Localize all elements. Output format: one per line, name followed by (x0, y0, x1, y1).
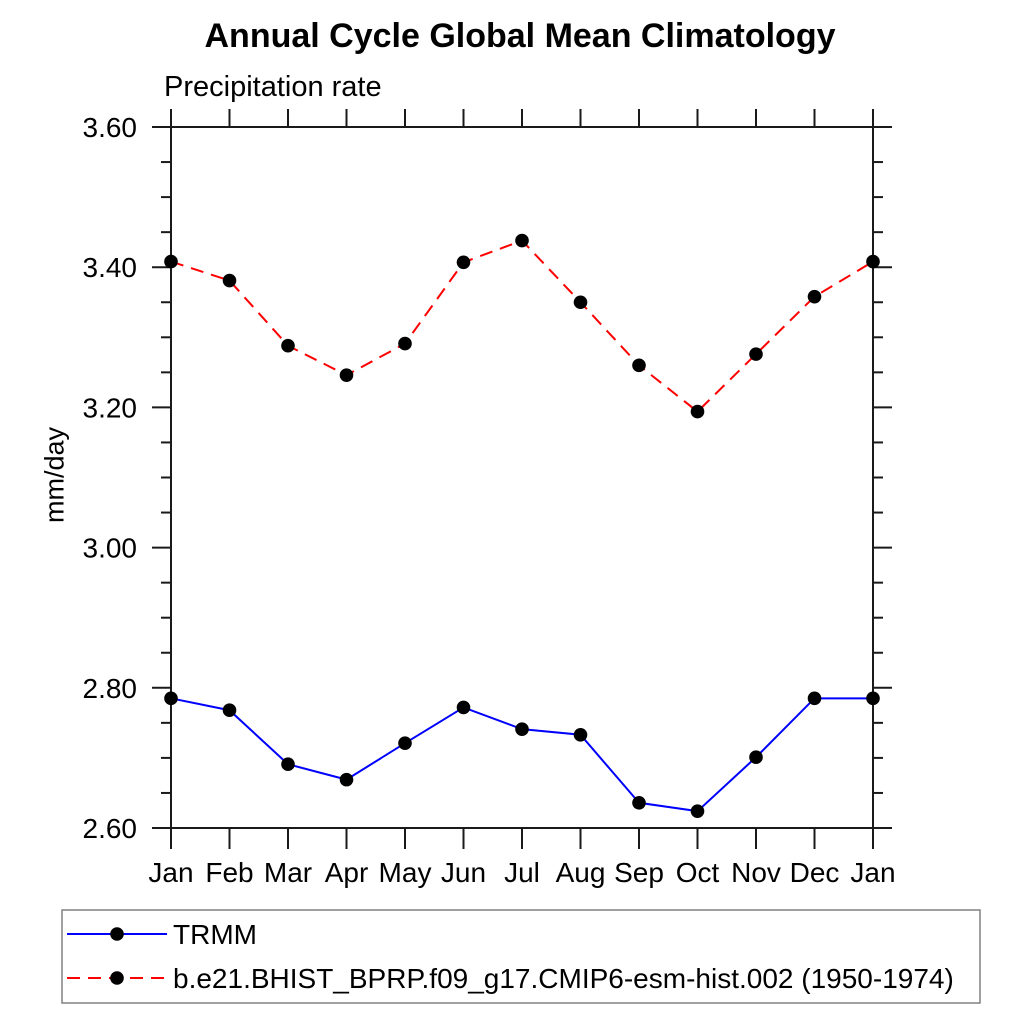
x-tick-label: Apr (325, 857, 369, 888)
x-tick-label: May (379, 857, 432, 888)
x-tick-label: Sep (614, 857, 664, 888)
y-tick-label: 2.80 (83, 673, 138, 704)
data-point-series-1 (164, 254, 178, 269)
data-point-series-1 (456, 255, 471, 270)
y-tick-label: 2.60 (83, 813, 138, 844)
x-tick-label: Jul (504, 857, 540, 888)
data-point-series-1 (398, 336, 412, 351)
data-point-series-1 (222, 273, 237, 288)
data-point-series-1 (690, 404, 705, 419)
x-tick-label: Jun (441, 857, 486, 888)
data-point-series-0 (398, 736, 412, 750)
chart-title: Annual Cycle Global Mean Climatology (204, 17, 836, 55)
data-point-series-1 (749, 347, 763, 361)
data-point-series-1 (573, 295, 588, 310)
x-tick-label: Feb (205, 857, 253, 888)
data-point-series-0 (866, 691, 880, 706)
data-point-series-1 (632, 358, 646, 373)
legend-label-1: b.e21.BHIST_BPRP.f09_g17.CMIP6-esm-hist.… (173, 963, 954, 994)
data-point-series-0 (164, 691, 178, 706)
legend-marker-0 (110, 927, 124, 941)
data-point-series-1 (807, 289, 822, 304)
data-point-series-0 (222, 703, 237, 718)
data-point-series-0 (456, 700, 471, 715)
y-tick-label: 3.60 (83, 112, 138, 143)
x-tick-label: Jan (148, 857, 193, 888)
data-point-series-0 (690, 804, 705, 818)
data-point-series-1 (866, 254, 880, 269)
series-line-0 (170, 697, 873, 813)
data-point-series-0 (339, 772, 354, 787)
data-point-series-1 (515, 233, 529, 248)
x-tick-label: Nov (731, 857, 781, 888)
x-tick-label: Oct (676, 857, 720, 888)
y-tick-label: 3.00 (83, 533, 138, 564)
x-tick-label: Mar (264, 857, 312, 888)
data-point-series-0 (515, 722, 529, 736)
legend-marker-1 (110, 971, 124, 985)
legend-label-0: TRMM (173, 919, 257, 950)
data-point-series-0 (807, 691, 822, 706)
data-point-series-0 (749, 750, 763, 764)
x-tick-label: Dec (790, 857, 840, 888)
y-tick-label: 3.40 (83, 252, 138, 283)
data-point-series-0 (281, 757, 295, 772)
data-point-series-1 (281, 338, 295, 353)
x-tick-label: Aug (556, 857, 606, 888)
legend-box (61, 909, 981, 1004)
x-tick-label: Jan (850, 857, 895, 888)
chart-subtitle: Precipitation rate (164, 71, 382, 103)
series-line-1 (170, 239, 874, 413)
data-point-series-0 (632, 795, 646, 810)
y-tick-label: 3.20 (83, 392, 138, 423)
data-point-series-0 (573, 727, 588, 742)
data-point-series-1 (339, 368, 354, 382)
